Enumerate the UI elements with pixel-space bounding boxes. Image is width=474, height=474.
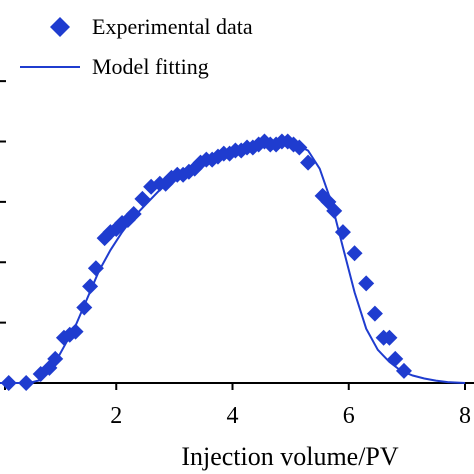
model-fitting-series (0, 140, 466, 384)
x-tick-label-8: 8 (459, 403, 471, 429)
data-point (381, 329, 398, 346)
data-point (87, 260, 104, 277)
legend: Experimental data Model fitting (20, 14, 253, 79)
data-point (395, 362, 412, 379)
data-point (326, 202, 343, 219)
data-point (300, 154, 317, 171)
data-point (387, 350, 404, 367)
data-point (366, 305, 383, 322)
data-point (82, 278, 99, 295)
data-point (18, 375, 35, 391)
legend-label-experimental: Experimental data (92, 14, 253, 39)
x-tick-label-6: 6 (343, 403, 355, 429)
x-tick-label-2: 2 (110, 403, 122, 429)
experimental-data-series (0, 133, 412, 391)
data-point (358, 275, 375, 292)
data-point (346, 245, 363, 262)
data-point (125, 205, 142, 222)
data-point (67, 323, 84, 340)
data-point (47, 350, 64, 367)
y-axis-ticks (0, 80, 6, 384)
data-point (0, 375, 17, 391)
x-axis-ticks: 2 4 6 8 (4, 383, 471, 429)
data-point (291, 139, 308, 156)
x-tick-label-4: 4 (227, 403, 239, 429)
x-axis-title: Injection volume/PV (181, 442, 399, 471)
data-point (76, 299, 93, 316)
data-point (134, 190, 151, 207)
legend-label-model: Model fitting (92, 54, 209, 79)
model-fitting-line (0, 140, 466, 384)
data-point (334, 224, 351, 241)
plot-area: 2 4 6 8 (0, 80, 474, 429)
legend-marker-experimental (50, 17, 70, 37)
